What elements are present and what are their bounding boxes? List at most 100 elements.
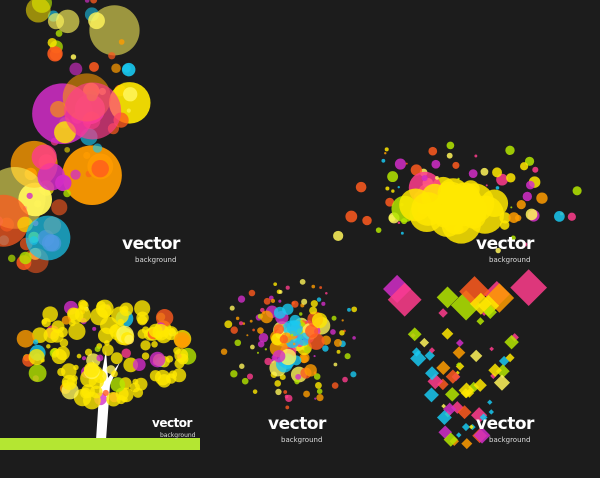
diamond — [468, 424, 474, 430]
paint-splash — [532, 166, 539, 173]
splatter-dot — [333, 362, 338, 367]
splatter-dot — [344, 353, 351, 360]
splatter-dot — [294, 378, 300, 385]
bubble — [108, 52, 116, 60]
grass — [0, 438, 200, 450]
splatter-dot — [336, 349, 341, 354]
splatter-dot — [330, 329, 336, 335]
bubble — [55, 30, 63, 37]
label-subtitle: background — [489, 436, 531, 445]
diamond — [438, 308, 448, 318]
tree-leaf — [121, 305, 129, 313]
tree-leaf — [92, 326, 97, 331]
tree-leaf — [149, 351, 166, 368]
tree-leaf — [28, 349, 45, 366]
paint-splash — [510, 235, 516, 241]
splatter-dot — [309, 306, 318, 315]
paint-splash — [480, 167, 489, 176]
tree-leaf — [124, 334, 135, 345]
tree-leaf — [102, 389, 109, 396]
splatter-dot — [239, 363, 245, 369]
bubble — [83, 151, 91, 160]
tree-leaf — [55, 346, 70, 361]
paint-splash — [446, 141, 455, 150]
paint-splash — [441, 204, 482, 244]
tree-leaf — [172, 368, 187, 383]
splatter-dot — [257, 340, 265, 348]
tree-leaf — [157, 334, 163, 340]
diamond — [493, 374, 511, 391]
tree-leaf — [61, 374, 78, 391]
splatter-dot — [333, 338, 342, 347]
label-bottom-left: vector background — [152, 416, 196, 440]
tree-leaf — [137, 315, 148, 326]
diamond — [444, 387, 460, 402]
splatter-dot — [260, 310, 273, 324]
bubble — [90, 0, 98, 4]
splatter-dot — [322, 345, 329, 352]
tree-leaf — [110, 352, 123, 365]
splatter-dot — [252, 389, 258, 394]
tree-leaf — [174, 332, 191, 349]
bubble — [91, 159, 109, 178]
paint-splash — [516, 200, 526, 210]
tree-leaf — [96, 354, 104, 362]
diamond — [504, 334, 519, 350]
paint-splash — [387, 171, 399, 183]
paint-splash — [381, 158, 386, 163]
splatter-dot — [303, 346, 311, 353]
splatter-dot — [341, 319, 344, 322]
tree-leaf — [76, 353, 82, 359]
splatter-dot — [291, 300, 299, 308]
splatter-dot — [299, 352, 310, 364]
splatter-dot — [300, 322, 306, 327]
paint-splash — [523, 242, 528, 247]
splatter-dot — [235, 316, 240, 321]
splatter-dot — [252, 328, 256, 332]
splatter-dot — [224, 320, 233, 329]
splatter-dot — [279, 335, 289, 344]
paint-splash — [520, 162, 529, 171]
bubble — [64, 146, 71, 153]
paint-splash — [399, 188, 433, 222]
diamond — [443, 432, 458, 447]
paint-splash — [333, 230, 344, 242]
tree-leaf — [132, 358, 146, 372]
diamond — [473, 427, 491, 444]
diamond — [473, 378, 487, 392]
bubble — [31, 144, 57, 170]
bubble — [92, 143, 103, 153]
splatter-dot — [311, 312, 328, 329]
bubble — [47, 46, 63, 62]
paint-splash — [525, 208, 538, 221]
splatter-dot — [297, 332, 311, 346]
diamond — [455, 339, 464, 347]
label-subtitle: background — [135, 256, 177, 265]
splatter-dot — [310, 300, 318, 308]
tree-leaf — [94, 346, 101, 353]
splatter-dot — [263, 297, 271, 305]
tree-leaf — [57, 326, 68, 338]
tree-leaf — [81, 356, 87, 361]
label-subtitle: background — [489, 256, 531, 265]
splatter-dot — [325, 292, 328, 295]
splatter-dot — [300, 320, 303, 323]
bubble — [19, 251, 32, 265]
splatter-dot — [230, 370, 238, 378]
splatter-dot — [278, 299, 282, 303]
paint-splash — [446, 152, 453, 159]
paint-splash — [452, 161, 460, 169]
bubble — [64, 82, 122, 140]
label-title: vector — [152, 416, 192, 430]
tree-leaf — [110, 377, 126, 393]
splatter-dot — [292, 342, 296, 346]
splatter-dot — [274, 380, 282, 387]
splatter-dot — [285, 394, 293, 403]
diamond — [476, 317, 485, 326]
bubble — [7, 254, 16, 263]
paint-splash — [397, 185, 400, 189]
splatter-dot — [270, 298, 276, 304]
diamond — [455, 362, 465, 371]
diamond — [424, 350, 435, 361]
